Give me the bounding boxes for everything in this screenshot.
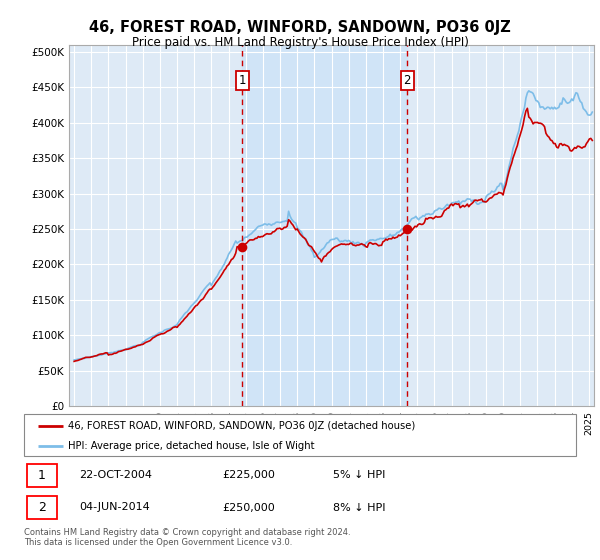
Text: Price paid vs. HM Land Registry's House Price Index (HPI): Price paid vs. HM Land Registry's House … (131, 36, 469, 49)
Bar (242, 45, 407, 406)
Text: Contains HM Land Registry data © Crown copyright and database right 2024.
This d: Contains HM Land Registry data © Crown c… (24, 528, 350, 547)
Text: 8% ↓ HPI: 8% ↓ HPI (333, 502, 386, 512)
FancyBboxPatch shape (27, 496, 57, 519)
Text: £225,000: £225,000 (223, 470, 275, 480)
Text: 46, FOREST ROAD, WINFORD, SANDOWN, PO36 0JZ: 46, FOREST ROAD, WINFORD, SANDOWN, PO36 … (89, 20, 511, 35)
Text: 2: 2 (38, 501, 46, 514)
Text: 46, FOREST ROAD, WINFORD, SANDOWN, PO36 0JZ (detached house): 46, FOREST ROAD, WINFORD, SANDOWN, PO36 … (68, 421, 415, 431)
Text: 22-OCT-2004: 22-OCT-2004 (79, 470, 152, 480)
Text: 2: 2 (404, 74, 411, 87)
Text: HPI: Average price, detached house, Isle of Wight: HPI: Average price, detached house, Isle… (68, 441, 314, 451)
Text: 1: 1 (38, 469, 46, 482)
Text: 1: 1 (239, 74, 246, 87)
FancyBboxPatch shape (24, 414, 576, 456)
Text: 5% ↓ HPI: 5% ↓ HPI (333, 470, 385, 480)
Text: £250,000: £250,000 (223, 502, 275, 512)
Text: 04-JUN-2014: 04-JUN-2014 (79, 502, 150, 512)
FancyBboxPatch shape (27, 464, 57, 487)
